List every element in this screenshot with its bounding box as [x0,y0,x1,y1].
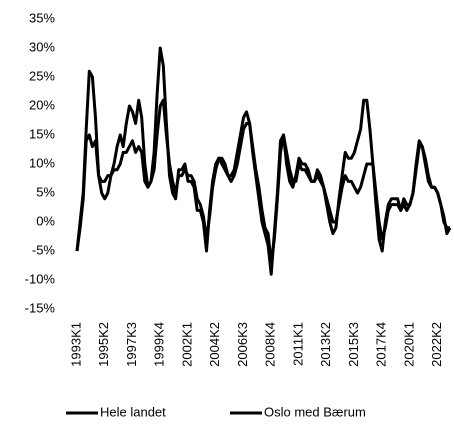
y-tick-label: -5% [32,242,56,257]
x-tick-label: 2011K1 [290,322,305,366]
x-tick-label: 1993K1 [68,322,83,367]
legend-label: Oslo med Bærum [264,404,366,419]
x-tick-label: 2004K2 [207,322,222,367]
x-tick-label: 2022K2 [429,322,444,367]
x-tick-label: 1999K4 [152,322,167,367]
y-tick-label: 25% [29,68,55,83]
x-tick-label: 2017K4 [374,322,389,367]
x-tick-label: 2015K3 [346,322,361,367]
y-tick-label: 5% [36,184,55,199]
y-tick-label: -15% [25,300,56,315]
x-tick-label: 2020K1 [401,322,416,367]
y-tick-label: 35% [29,10,55,25]
x-tick-label: 2002K1 [179,322,194,367]
y-tick-label: 0% [36,213,55,228]
y-tick-label: 10% [29,155,55,170]
series-line [75,98,450,265]
y-tick-label: 15% [29,126,55,141]
legend-label: Hele landet [100,404,166,419]
y-tick-label: 30% [29,39,55,54]
x-tick-label: 2013K2 [318,322,333,367]
x-tick-label: 1995K2 [96,322,111,367]
y-tick-label: 20% [29,97,55,112]
x-tick-label: 2006K3 [235,322,250,367]
y-tick-label: -10% [25,271,56,286]
series-line [75,46,452,276]
x-tick-label: 1997K3 [124,322,139,367]
x-tick-label: 2008K4 [263,322,278,367]
